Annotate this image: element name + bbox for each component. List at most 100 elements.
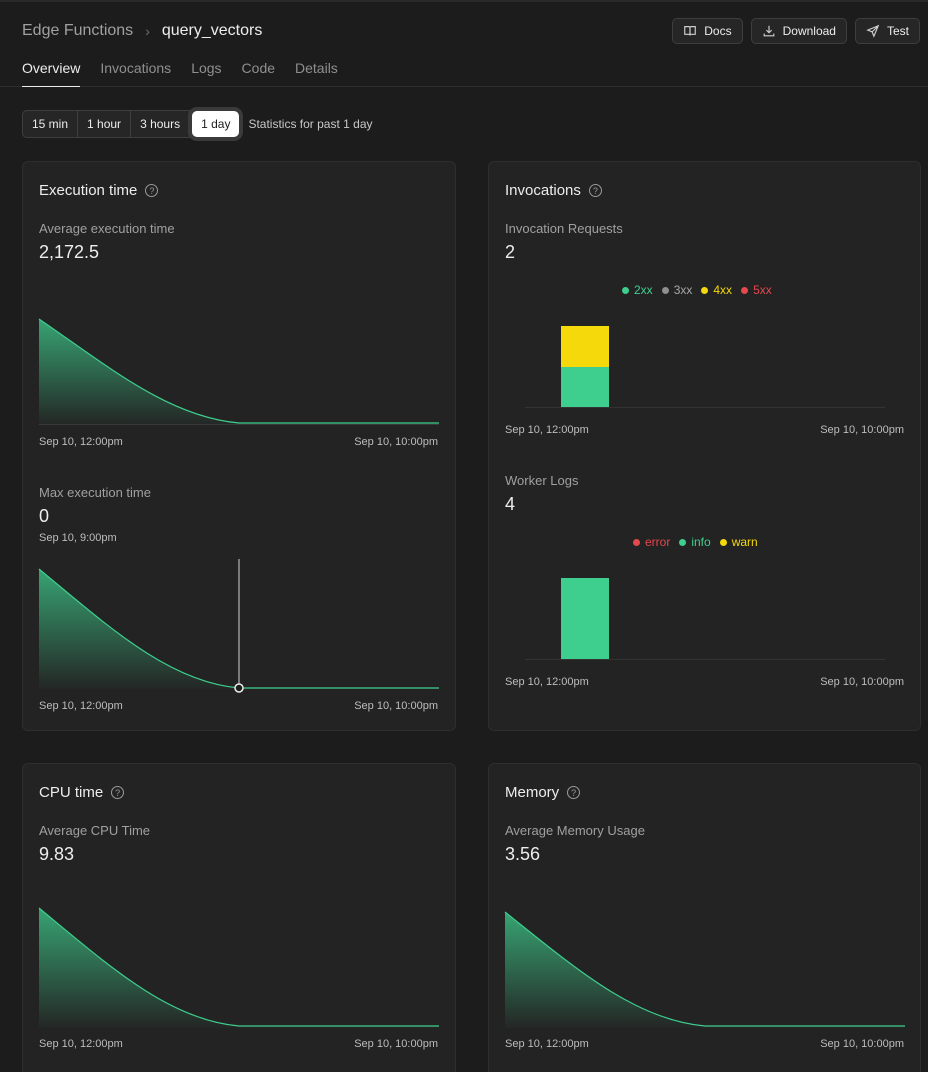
legend-dot — [679, 538, 687, 546]
docs-label: Docs — [704, 24, 732, 38]
tab-details[interactable]: Details — [295, 60, 338, 76]
help-icon[interactable]: ? — [145, 184, 159, 197]
memory-card: Memory ? Average Memory Usage 3.56 Sep 1… — [488, 763, 921, 1072]
legend-item-2xx[interactable]: 2xx — [622, 283, 653, 297]
legend-item-4xx[interactable]: 4xx — [701, 283, 732, 297]
legend-dot — [741, 286, 749, 294]
card-title: CPU time ? — [39, 784, 125, 801]
test-label: Test — [886, 24, 909, 38]
area-fill — [39, 319, 439, 425]
bar-2xx[interactable] — [561, 367, 609, 407]
x-axis-start: Sep 10, 12:00pm — [505, 1038, 589, 1050]
hover-timestamp: Sep 10, 9:00pm — [39, 532, 117, 544]
range-3hours-button[interactable]: 3 hours — [131, 111, 191, 137]
card-title: Invocations ? — [505, 182, 602, 199]
area-fill — [39, 908, 439, 1028]
x-axis-start: Sep 10, 12:00pm — [505, 424, 589, 436]
invocation-requests-value: 2 — [505, 242, 516, 262]
header-actions: Docs Download Test — [672, 18, 920, 44]
avg-cpu-label: Average CPU Time — [39, 823, 151, 838]
docs-button[interactable]: Docs — [672, 18, 743, 44]
invocation-requests-chart[interactable] — [525, 312, 885, 412]
avg-memory-label: Average Memory Usage — [505, 823, 645, 838]
max-execution-chart[interactable] — [38, 557, 439, 693]
bar-info[interactable] — [561, 578, 609, 659]
legend-label: 3xx — [673, 283, 693, 297]
line-series — [38, 568, 439, 689]
legend-dot — [622, 286, 629, 294]
max-execution-value: 0 — [39, 506, 50, 526]
avg-execution-label: Average execution time — [39, 221, 175, 236]
avg-execution-value: 2,172.5 — [39, 242, 100, 262]
book-icon — [684, 26, 697, 36]
line-series — [38, 318, 439, 424]
execution-time-card: Execution time ? Average execution time … — [22, 161, 456, 731]
avg-memory-value: 3.56 — [505, 844, 541, 864]
tab-invocations[interactable]: Invocations — [100, 60, 172, 76]
line-series — [38, 907, 439, 1027]
help-icon[interactable]: ? — [567, 786, 581, 799]
memory-chart[interactable] — [504, 910, 905, 1032]
legend-item-error[interactable]: error — [633, 535, 670, 549]
legend-label: 4xx — [713, 283, 733, 297]
top-divider — [0, 0, 928, 2]
legend-dot — [633, 538, 640, 546]
send-icon — [866, 24, 880, 38]
avg-execution-chart[interactable] — [38, 317, 439, 427]
range-description: Statistics for past 1 day — [248, 117, 373, 131]
execution-time-title: Execution time — [39, 182, 138, 199]
x-axis-end: Sep 10, 10:00pm — [820, 1038, 904, 1050]
tab-bar: Overview Invocations Logs Code Details — [22, 60, 338, 87]
chevron-right-icon: › — [145, 23, 150, 39]
legend-item-info[interactable]: info — [679, 535, 711, 549]
invocations-title: Invocations — [505, 182, 581, 199]
tab-overview[interactable]: Overview — [22, 60, 81, 87]
breadcrumb-parent[interactable]: Edge Functions — [22, 22, 134, 39]
card-title: Memory ? — [505, 784, 581, 801]
cpu-time-chart[interactable] — [38, 906, 439, 1031]
avg-cpu-value: 9.83 — [39, 844, 75, 864]
legend-item-3xx[interactable]: 3xx — [661, 283, 693, 297]
x-axis-start: Sep 10, 12:00pm — [39, 1038, 123, 1050]
time-range-buttons: 15 min 1 hour 3 hours 1 day — [22, 110, 241, 138]
cpu-time-title: CPU time — [39, 784, 104, 801]
range-1day-button[interactable]: 1 day — [192, 111, 240, 137]
x-axis-end: Sep 10, 10:00pm — [820, 676, 904, 688]
line-series — [504, 911, 905, 1027]
legend-item-warn[interactable]: warn — [719, 535, 758, 549]
invocation-requests-label: Invocation Requests — [505, 221, 623, 236]
range-15min-button[interactable]: 15 min — [23, 111, 79, 137]
range-1hour-button[interactable]: 1 hour — [78, 111, 132, 137]
legend-dot — [719, 538, 727, 546]
legend-label: error — [645, 535, 671, 549]
area-fill — [39, 569, 439, 689]
worker-logs-value: 4 — [505, 494, 516, 514]
x-axis-end: Sep 10, 10:00pm — [354, 436, 438, 448]
memory-title: Memory — [505, 784, 560, 801]
legend-item-5xx[interactable]: 5xx — [741, 283, 772, 297]
worker-logs-label: Worker Logs — [505, 473, 579, 488]
legend-label: 2xx — [634, 283, 653, 297]
x-axis-end: Sep 10, 10:00pm — [820, 424, 904, 436]
x-axis-end: Sep 10, 10:00pm — [354, 1038, 438, 1050]
legend-label: warn — [731, 535, 758, 549]
help-icon[interactable]: ? — [111, 786, 125, 799]
page-header: Edge Functions › query_vectors Docs Down… — [0, 0, 928, 87]
cpu-time-card: CPU time ? Average CPU Time 9.83 Sep 10,… — [22, 763, 456, 1072]
x-axis-end: Sep 10, 10:00pm — [354, 700, 438, 712]
download-label: Download — [782, 24, 836, 38]
worker-logs-chart[interactable] — [525, 564, 885, 664]
test-button[interactable]: Test — [854, 18, 920, 44]
breadcrumb-current: query_vectors — [161, 22, 263, 39]
bar-4xx[interactable] — [561, 326, 609, 367]
x-axis-start: Sep 10, 12:00pm — [39, 436, 123, 448]
download-button[interactable]: Download — [750, 18, 847, 44]
tab-logs[interactable]: Logs — [191, 60, 222, 76]
tab-code[interactable]: Code — [241, 60, 276, 76]
breadcrumb: Edge Functions › query_vectors — [22, 22, 262, 40]
legend-label: 5xx — [753, 283, 772, 297]
card-title: Execution time ? — [39, 182, 159, 199]
hover-point — [234, 683, 244, 693]
help-icon[interactable]: ? — [588, 184, 602, 197]
x-axis-start: Sep 10, 12:00pm — [39, 700, 123, 712]
